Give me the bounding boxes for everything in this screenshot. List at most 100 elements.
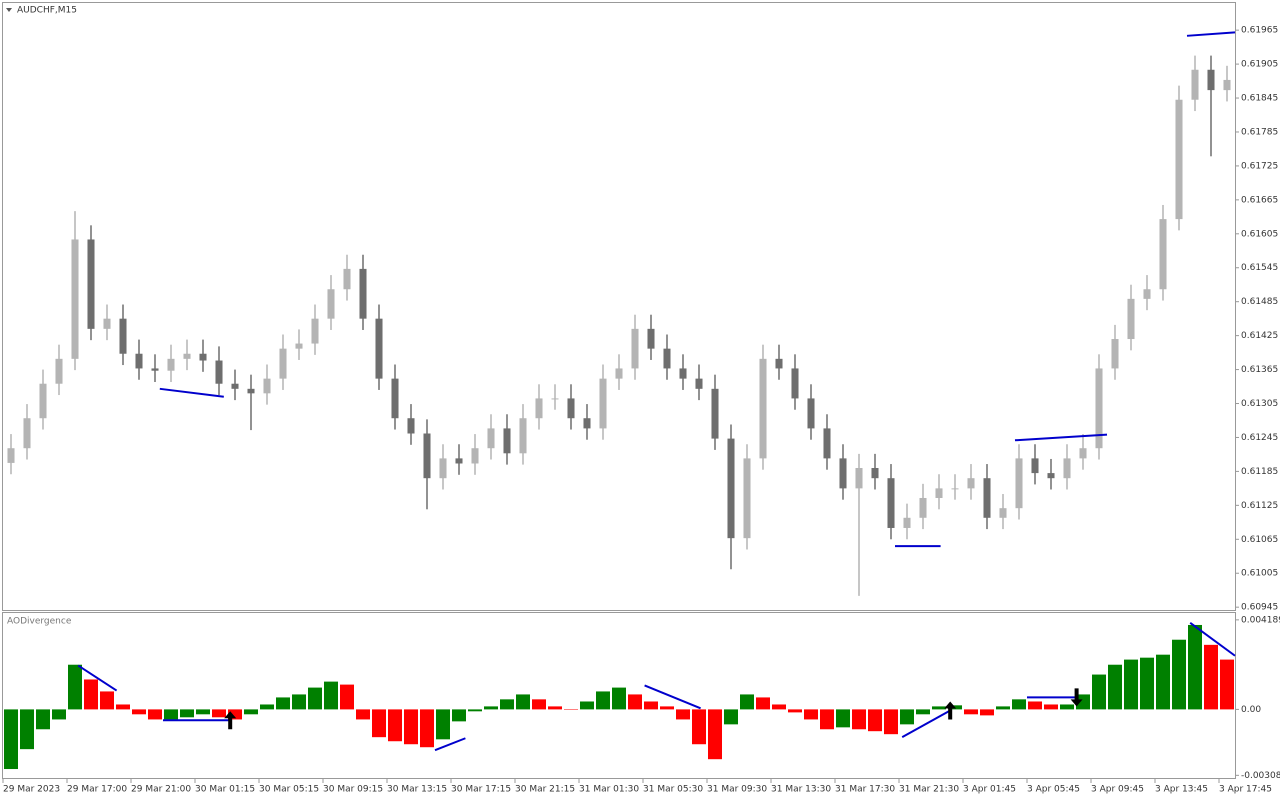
x-tick-label: 3 Apr 17:45 (1219, 785, 1272, 795)
candle-body (935, 488, 943, 498)
y-tick-label: 0.00 (1241, 705, 1261, 715)
oscillator-bar (4, 709, 18, 770)
oscillator-bar (660, 706, 674, 710)
candle-body (1175, 99, 1183, 220)
trend-line (1014, 433, 1108, 442)
x-tick-label: 31 Mar 17:30 (835, 785, 895, 795)
y-tick-label: 0.61845 (1241, 94, 1278, 104)
candle-body (119, 318, 127, 354)
candle-body (951, 488, 959, 490)
x-tick-label: 3 Apr 01:45 (963, 785, 1016, 795)
candle-body (1207, 69, 1215, 91)
candle-body (87, 239, 95, 329)
oscillator-bar (20, 709, 34, 750)
y-tick-label: 0.61065 (1241, 535, 1278, 545)
x-tick-label: 29 Mar 21:00 (131, 785, 191, 795)
oscillator-bar (180, 709, 194, 718)
oscillator-bar (1028, 701, 1042, 710)
x-tick-label: 31 Mar 09:30 (707, 785, 767, 795)
y-tick-label: 0.61905 (1241, 60, 1278, 70)
candle-body (535, 398, 543, 419)
oscillator-bar (1076, 694, 1090, 710)
candle-body (455, 458, 463, 464)
oscillator-bar (644, 701, 658, 710)
candle-body (1127, 298, 1135, 340)
oscillator-bar (1060, 704, 1074, 710)
candle-body (807, 398, 815, 429)
oscillator-bar (148, 709, 162, 720)
signal-arrow (1070, 688, 1083, 707)
candle-body (55, 358, 63, 384)
trend-line (901, 709, 951, 739)
candle-body (567, 398, 575, 419)
oscillator-bar (628, 694, 642, 710)
candle-body (311, 318, 319, 344)
trend-line (644, 684, 701, 710)
x-tick-label: 31 Mar 13:30 (771, 785, 831, 795)
candle-body (695, 378, 703, 389)
candle-body (839, 458, 847, 489)
oscillator-bar (932, 706, 946, 710)
oscillator-bar (1156, 654, 1170, 710)
candle-body (1063, 458, 1071, 479)
candle-body (279, 348, 287, 379)
candle-body (359, 268, 367, 319)
oscillator-bar (564, 709, 578, 710)
oscillator-bar (548, 706, 562, 710)
oscillator-bar (852, 709, 866, 730)
x-tick-label: 3 Apr 09:45 (1091, 785, 1144, 795)
candle-body (407, 418, 415, 434)
oscillator-bar (292, 694, 306, 710)
candle-body (71, 239, 79, 359)
symbol-title: AUDCHF,M15 (17, 6, 77, 16)
candle-body (871, 468, 879, 479)
x-tick-label: 31 Mar 05:30 (643, 785, 703, 795)
x-tick-label: 3 Apr 13:45 (1155, 785, 1208, 795)
x-tick-label: 29 Mar 2023 (3, 785, 60, 795)
y-tick-label: 0.61605 (1241, 229, 1278, 239)
x-tick-label: 30 Mar 09:15 (323, 785, 383, 795)
candle-body (967, 478, 975, 489)
candle-body (1079, 448, 1087, 459)
oscillator-bar (596, 691, 610, 710)
candle-body (855, 468, 863, 489)
candle-body (295, 343, 303, 349)
symbol-menu-icon[interactable] (6, 8, 12, 12)
y-tick-label: 0.61485 (1241, 297, 1278, 307)
oscillator-bar (836, 709, 850, 728)
candle-body (231, 383, 239, 389)
trend-line (434, 737, 466, 752)
oscillator-bar (100, 691, 114, 710)
x-tick-label: 3 Apr 05:45 (1027, 785, 1080, 795)
candle-body (343, 268, 351, 290)
x-tick-label: 29 Mar 17:00 (67, 785, 127, 795)
oscillator-bar (772, 704, 786, 710)
candle-body (599, 378, 607, 429)
candle-body (983, 478, 991, 518)
oscillator-bar (1188, 624, 1202, 710)
candle-body (1191, 69, 1199, 100)
oscillator-bar (692, 709, 706, 745)
oscillator-bar (68, 664, 82, 710)
candle-body (23, 418, 31, 449)
x-tick-label: 31 Mar 21:30 (899, 785, 959, 795)
y-tick-label: -0.003085 (1241, 771, 1280, 781)
oscillator-bar (1044, 704, 1058, 710)
candle-body (471, 448, 479, 464)
candle-body (199, 353, 207, 361)
y-tick-label: 0.60945 (1241, 603, 1278, 613)
candle-body (263, 378, 271, 394)
oscillator-bar (820, 709, 834, 730)
candle-body (1047, 473, 1055, 479)
oscillator-bar (84, 679, 98, 710)
oscillator-bar (388, 709, 402, 742)
candle-body (327, 289, 335, 319)
candle-body (215, 360, 223, 384)
trend-line (159, 387, 224, 398)
oscillator-bar (612, 687, 626, 710)
oscillator-bar (340, 684, 354, 710)
oscillator-bar (580, 701, 594, 710)
trend-line (1186, 31, 1236, 37)
candle-body (887, 478, 895, 528)
oscillator-bar (1140, 657, 1154, 710)
